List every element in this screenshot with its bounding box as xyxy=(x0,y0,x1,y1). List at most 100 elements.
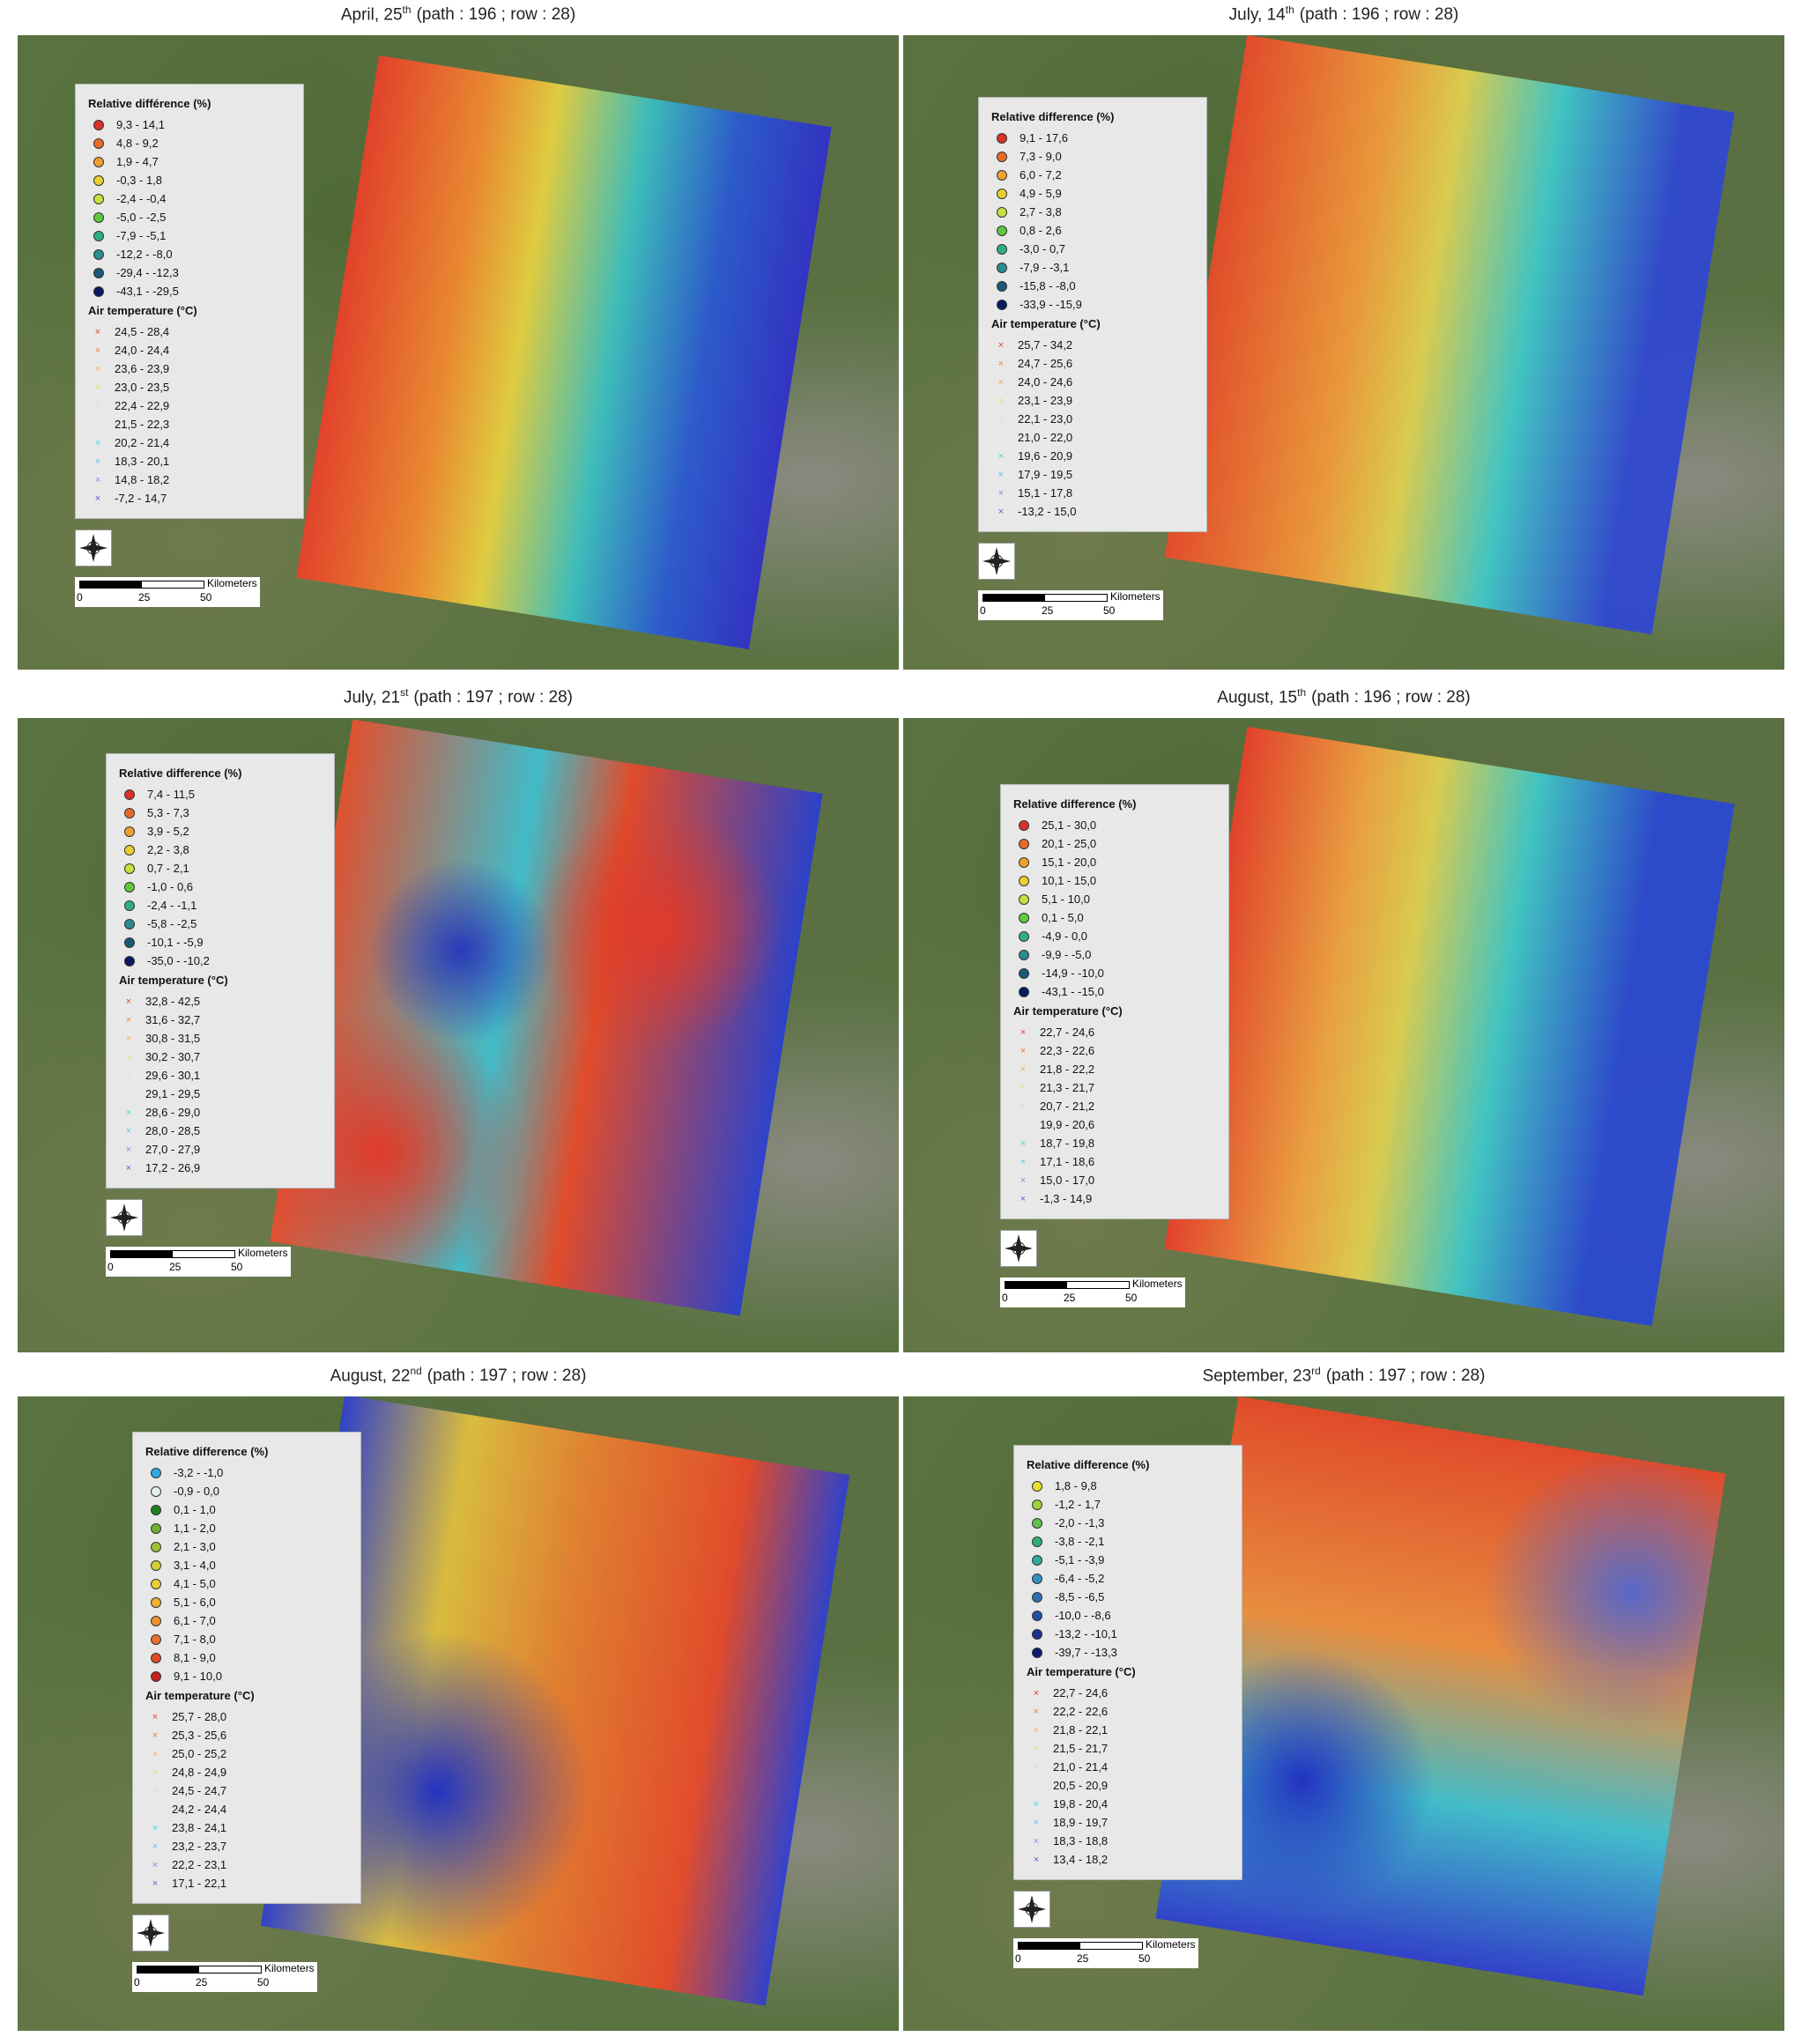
legend-entry: × 17,2 - 26,9 xyxy=(119,1159,322,1177)
legend-symbol: × xyxy=(1033,1743,1040,1754)
legend-label: 23,0 - 23,5 xyxy=(115,381,170,394)
legend-entry: × 25,7 - 28,0 xyxy=(145,1707,348,1726)
scale-segment xyxy=(79,581,143,589)
legend-entry: 8,1 - 9,0 xyxy=(145,1648,348,1667)
legend-dot xyxy=(1019,949,1029,960)
legend-entry: -10,1 - -5,9 xyxy=(119,933,322,952)
scale-bar: Kilometers 0 25 50 xyxy=(132,1962,317,1992)
legend-title: Relative différence (%) xyxy=(88,97,211,110)
scale-label: 25 xyxy=(1077,1952,1089,1965)
legend-label: 21,8 - 22,1 xyxy=(1053,1723,1109,1737)
legend-entry: -43,1 - -29,5 xyxy=(88,282,291,300)
legend-entry: -35,0 - -10,2 xyxy=(119,952,322,970)
scale-label: 0 xyxy=(108,1261,114,1273)
legend-entry: -0,9 - 0,0 xyxy=(145,1482,348,1500)
legend-entry: × 31,6 - 32,7 xyxy=(119,1011,322,1029)
legend-symbol: × xyxy=(152,1711,159,1722)
legend-entry: 20,1 - 25,0 xyxy=(1013,834,1216,853)
title-suffix: th xyxy=(1285,4,1294,16)
legend-dot xyxy=(1032,1536,1042,1547)
legend-dot xyxy=(124,937,135,948)
raster-overlay xyxy=(270,719,823,1316)
scale-segment xyxy=(110,1250,174,1258)
legend-label: -33,9 - -15,9 xyxy=(1020,298,1082,311)
legend-title: Air temperature (°C) xyxy=(119,974,228,987)
legend-label: 29,1 - 29,5 xyxy=(145,1087,201,1100)
legend-entry: -3,8 - -2,1 xyxy=(1027,1532,1229,1551)
legend-label: 23,8 - 24,1 xyxy=(172,1821,227,1834)
scale-segment xyxy=(198,1966,262,1974)
legend-entry: × 28,6 - 29,0 xyxy=(119,1103,322,1122)
legend-entry: 6,1 - 7,0 xyxy=(145,1611,348,1630)
scale-segment xyxy=(1018,1942,1081,1950)
legend-label: 3,1 - 4,0 xyxy=(174,1559,216,1572)
legend-symbol: × xyxy=(1020,1082,1027,1093)
legend-dot xyxy=(151,1522,161,1534)
scale-segment xyxy=(172,1250,235,1258)
compass-icon xyxy=(983,547,1011,575)
legend-entry: × 18,3 - 20,1 xyxy=(88,452,291,470)
legend-label: 18,7 - 19,8 xyxy=(1040,1137,1095,1150)
legend-label: -3,0 - 0,7 xyxy=(1020,242,1066,256)
legend-entry: × 22,2 - 23,1 xyxy=(145,1855,348,1874)
legend-entry: × 30,2 - 30,7 xyxy=(119,1048,322,1066)
legend-entry: -0,3 - 1,8 xyxy=(88,171,291,189)
raster-overlay xyxy=(296,56,832,649)
legend-label: 5,3 - 7,3 xyxy=(147,806,189,819)
legend-entry: × 17,1 - 22,1 xyxy=(145,1874,348,1892)
legend-label: 4,1 - 5,0 xyxy=(174,1577,216,1590)
legend-dot xyxy=(1019,967,1029,979)
legend-label: -5,0 - -2,5 xyxy=(116,211,167,224)
legend-label: -7,9 - -5,1 xyxy=(116,229,167,242)
legend-symbol: × xyxy=(1033,1761,1040,1773)
legend-entry: 0,1 - 5,0 xyxy=(1013,908,1216,927)
compass-icon xyxy=(1018,1895,1046,1923)
legend-dot xyxy=(93,156,104,167)
legend-entry: -3,0 - 0,7 xyxy=(991,240,1194,258)
legend-label: 15,0 - 17,0 xyxy=(1040,1174,1095,1187)
scale-label: 50 xyxy=(200,591,212,604)
legend-symbol: × xyxy=(997,450,1005,462)
map-area: Relative difference (%) 9,1 - 17,6 7,3 - 9… xyxy=(903,35,1784,670)
legend-dot xyxy=(1019,930,1029,942)
scale-unit: Kilometers xyxy=(207,577,257,589)
legend-dot xyxy=(997,132,1007,144)
panel-title: July, 14th (path : 196 ; row : 28) xyxy=(903,4,1784,25)
legend-entry: × 23,1 - 23,9 xyxy=(991,391,1194,410)
legend: Relative difference (%) 1,8 - 9,8 -1,2 - 1… xyxy=(1013,1445,1242,1880)
legend-label: 19,6 - 20,9 xyxy=(1018,449,1073,463)
legend-label: 0,7 - 2,1 xyxy=(147,862,189,875)
legend-entry: -2,4 - -0,4 xyxy=(88,189,291,208)
compass xyxy=(75,530,112,567)
legend-title: Relative difference (%) xyxy=(145,1445,269,1458)
legend-label: 8,1 - 9,0 xyxy=(174,1651,216,1664)
legend-label: 13,4 - 18,2 xyxy=(1053,1853,1109,1866)
title-path: (path : 197 ; row : 28) xyxy=(1325,1366,1486,1386)
legend-symbol: × xyxy=(997,358,1005,369)
legend-label: -39,7 - -13,3 xyxy=(1055,1646,1117,1659)
legend-symbol: × xyxy=(997,432,1005,443)
scale-label: 25 xyxy=(196,1976,208,1988)
legend-entry: × 27,0 - 27,9 xyxy=(119,1140,322,1159)
legend-label: 20,2 - 21,4 xyxy=(115,436,170,449)
legend-dot xyxy=(997,188,1007,199)
legend: Relative difference (%) 25,1 - 30,0 20,1 -… xyxy=(1000,784,1229,1219)
legend-entry: -5,1 - -3,9 xyxy=(1027,1551,1229,1569)
map-panel: August, 15th (path : 196 ; row : 28) Relat… xyxy=(903,683,1784,1357)
legend-symbol: × xyxy=(1033,1817,1040,1828)
title-suffix: nd xyxy=(410,1365,422,1377)
legend-entry: × 25,0 - 25,2 xyxy=(145,1744,348,1763)
legend-entry: -13,2 - -10,1 xyxy=(1027,1625,1229,1643)
legend-entry: 10,1 - 15,0 xyxy=(1013,871,1216,890)
legend-symbol: × xyxy=(997,469,1005,480)
legend-label: 9,3 - 14,1 xyxy=(116,118,165,131)
legend-label: 21,0 - 21,4 xyxy=(1053,1760,1109,1774)
legend-entry: × 22,7 - 24,6 xyxy=(1027,1684,1229,1702)
legend-entry: × 17,9 - 19,5 xyxy=(991,465,1194,484)
legend-symbol: × xyxy=(1033,1835,1040,1847)
legend-entry: × 25,3 - 25,6 xyxy=(145,1726,348,1744)
legend-label: 21,5 - 21,7 xyxy=(1053,1742,1109,1755)
legend-label: 2,7 - 3,8 xyxy=(1020,205,1062,218)
legend-symbol: × xyxy=(1020,1156,1027,1167)
